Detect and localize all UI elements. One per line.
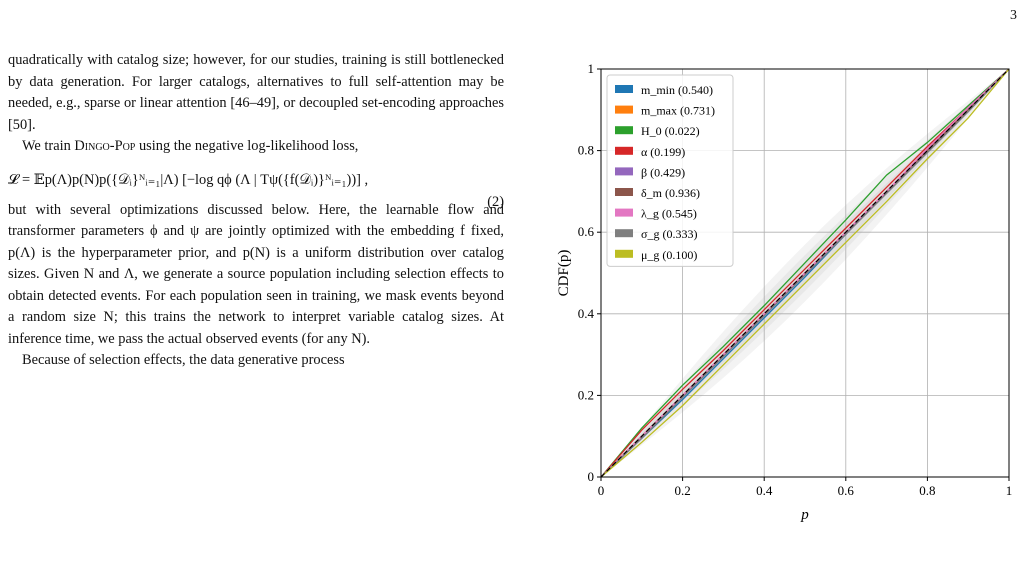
paragraph-2-intro: We train	[22, 138, 75, 154]
y-tick-label: 0	[588, 469, 595, 484]
x-tick-label: 1	[1006, 483, 1013, 498]
series-line	[600, 68, 1010, 478]
legend: m_min (0.540) m_max (0.731) H_0 (0.022) α (…	[606, 74, 734, 267]
equation-number: (2)	[487, 193, 504, 210]
legend-swatch	[615, 249, 633, 258]
legend-swatch	[615, 229, 633, 238]
legend-swatch	[615, 208, 633, 217]
y-tick-label: 0.8	[578, 143, 594, 158]
legend-swatch	[615, 105, 633, 114]
loss-equation: 𝓛 = 𝔼p(Λ)p(N)p({𝒟ᵢ}ᴺᵢ₌₁|Λ) [−log qϕ (Λ |…	[8, 171, 369, 188]
legend-box	[606, 74, 734, 267]
y-tick-label: 0.6	[578, 224, 595, 239]
diagonal-reference	[600, 68, 1010, 478]
legend-label: β (0.429)	[641, 165, 685, 179]
paragraph-2-rest: using the negative log-likelihood loss,	[135, 138, 359, 154]
x-tick-label: 0.4	[756, 483, 773, 498]
diagonal-line	[600, 68, 1010, 478]
x-axis-label: p	[800, 507, 809, 523]
y-tick-label: 1	[588, 61, 595, 76]
series-line	[600, 68, 1010, 478]
legend-label: μ_g (0.100)	[641, 248, 697, 262]
x-tick-label: 0.2	[674, 483, 690, 498]
method-name: Dingo-Pop	[74, 138, 136, 154]
paragraph-2: We train Dingo-Pop using the negative lo…	[8, 136, 504, 158]
y-tick-label: 0.2	[578, 387, 594, 402]
pp-plot-figure: 0 0 0.2 0.2 0.4 0.4 0.6 0.6 0.8 0.8 1 1 p CDF(p) m_…	[548, 52, 1018, 560]
paragraph-3: but with several optimizations discussed…	[8, 201, 504, 347]
pp-plot-chart: 00 0.2 0.2 0.4 0.4 0.6 0.6 0.8 0.8 1 1 p CDF(p) m_…	[556, 61, 1013, 523]
legend-swatch	[615, 188, 633, 196]
text-column: quadratically with catalog size; however…	[8, 50, 504, 372]
legend-label: H_0 (0.022)	[641, 124, 700, 138]
legend-label: δ_m (0.936)	[641, 186, 700, 200]
x-tick-label: 0.6	[838, 483, 855, 498]
y-tick-label: 0.4	[578, 306, 595, 321]
paragraph-1: quadratically with catalog size; however…	[8, 52, 504, 133]
legend-swatch	[615, 126, 633, 135]
x-tick-label: 0.8	[919, 483, 935, 498]
legend-swatch	[615, 146, 633, 155]
x-tick-label: 0	[598, 483, 605, 498]
axis-ticks: 00 0.2 0.2 0.4 0.4 0.6 0.6 0.8 0.8 1 1	[578, 61, 1013, 498]
legend-swatch	[615, 167, 633, 176]
legend-label: m_max (0.731)	[641, 104, 715, 118]
paragraph-4: Because of selection effects, the data g…	[22, 352, 345, 368]
legend-label: m_min (0.540)	[641, 83, 713, 97]
page-number: 3	[1010, 8, 1017, 23]
plot-frame	[600, 68, 1010, 478]
equation-block: 𝓛 = 𝔼p(Λ)p(N)p({𝒟ᵢ}ᴺᵢ₌₁|Λ) [−log qϕ (Λ |…	[8, 164, 504, 210]
series-line	[600, 68, 1010, 478]
y-axis-label: CDF(p)	[556, 250, 572, 297]
legend-label: λ_g (0.545)	[641, 207, 697, 221]
series-line	[600, 68, 1010, 478]
legend-swatch	[615, 85, 633, 93]
legend-label: σ_g (0.333)	[641, 227, 697, 241]
legend-label: α (0.199)	[641, 145, 685, 159]
